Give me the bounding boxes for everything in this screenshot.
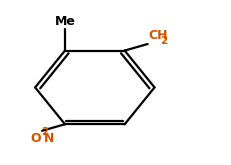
- Text: CH: CH: [149, 29, 168, 42]
- Text: Me: Me: [55, 16, 76, 29]
- Text: 2: 2: [41, 127, 48, 137]
- Text: O: O: [30, 132, 41, 145]
- Text: N: N: [44, 132, 55, 145]
- Text: 2: 2: [160, 36, 167, 47]
